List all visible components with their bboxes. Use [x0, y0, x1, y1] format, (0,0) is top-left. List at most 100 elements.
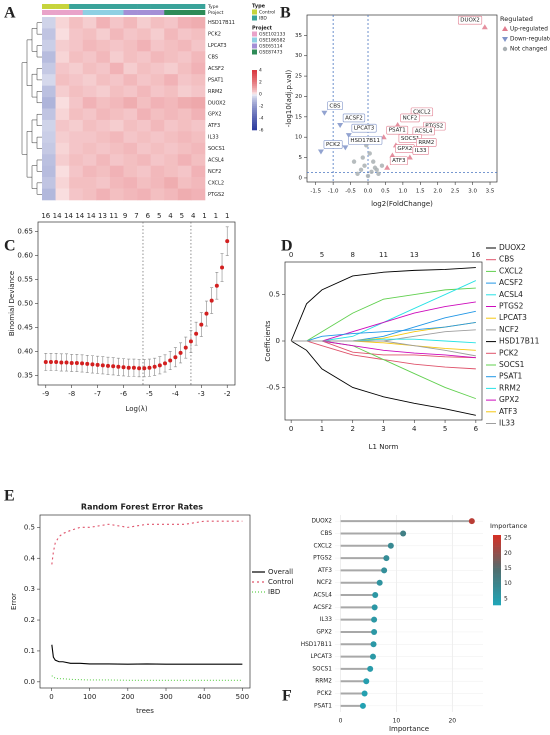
plot-frame: [39, 514, 251, 689]
annotation-label: Project: [208, 10, 224, 16]
x-tick-label: 1.0: [398, 189, 407, 195]
point-label-box: [412, 146, 429, 155]
colorbar-label: -6: [259, 128, 264, 134]
heatmap-cell: [69, 85, 84, 98]
point: [142, 366, 147, 371]
heatmap-cell: [177, 108, 192, 121]
heatmap-cell: [191, 142, 206, 155]
x-axis-title: Log(λ): [125, 405, 147, 413]
point: [188, 339, 193, 344]
row-label: ACSF2: [208, 66, 224, 72]
top-axis-label: 11: [379, 251, 388, 259]
point: [209, 298, 214, 303]
y-tick-label: 0.5: [24, 523, 35, 531]
legend-label: Overall: [268, 568, 293, 576]
point: [342, 145, 349, 151]
point: [111, 364, 116, 369]
heatmap-cell: [137, 165, 151, 178]
point-label: DUOX2: [460, 18, 480, 24]
colorbar-segment: [493, 579, 501, 582]
colorbar-label: 25: [504, 535, 512, 542]
colorbar-segment: [252, 116, 257, 119]
point: [183, 345, 188, 350]
heatmap-cell: [96, 177, 111, 189]
heatmap-cell: [191, 119, 206, 132]
point: [178, 350, 183, 355]
y-tick-label: DUOX2: [311, 519, 332, 525]
heatmap-cell: [164, 154, 179, 166]
heatmap-cell: [191, 74, 206, 86]
point: [54, 359, 59, 364]
colorbar-segment: [493, 535, 501, 538]
x-tick-label: 6: [474, 425, 479, 433]
point-label: PCK2: [326, 142, 340, 148]
y-tick-label: 0.3: [24, 585, 35, 593]
y-axis-title: Coefficients: [264, 320, 272, 362]
row-label: DUOX2: [208, 100, 226, 106]
point-label: NCF2: [403, 115, 418, 121]
top-axis-label: 16: [41, 212, 50, 220]
colorbar-segment: [252, 128, 257, 131]
heatmap-cell: [137, 74, 151, 86]
heatmap-cell: [137, 142, 151, 155]
heatmap-cell: [96, 97, 111, 109]
lollipop-head: [361, 690, 368, 697]
heatmap-cell: [82, 74, 97, 86]
x-tick-label: -9: [42, 390, 49, 398]
heatmap-cell: [123, 17, 138, 29]
heatmap-cell: [42, 97, 56, 109]
heatmap-cell: [69, 177, 84, 189]
point: [194, 331, 199, 336]
heatmap-cell: [123, 188, 138, 201]
heatmap-cell: [69, 39, 84, 52]
y-tick-label: CBS: [320, 531, 332, 537]
colorbar-segment: [493, 539, 501, 543]
point: [90, 362, 95, 367]
coefficient-path: [291, 287, 476, 342]
heatmap-cell: [150, 39, 165, 52]
heatmap-cell: [69, 142, 84, 155]
heatmap-cell: [82, 85, 97, 98]
top-axis-label: 14: [53, 212, 62, 220]
point: [351, 159, 357, 164]
x-tick-label: 0.5: [381, 189, 390, 195]
heatmap-cell: [82, 28, 97, 41]
colorbar-segment: [493, 553, 501, 557]
heatmap-cell: [137, 97, 151, 109]
point-label: SOCS1: [401, 136, 420, 142]
y-tick-label: 10: [295, 135, 302, 141]
heatmap-cell: [55, 74, 70, 86]
x-tick-label: 10: [393, 718, 401, 725]
legend-label: Control: [259, 10, 275, 16]
heatmap-cell: [82, 165, 97, 178]
heatmap-cell: [150, 119, 165, 132]
heatmap-cell: [82, 119, 97, 132]
heatmap-cell: [109, 154, 124, 166]
heatmap-cell: [109, 108, 124, 121]
colorbar-segment: [493, 546, 501, 550]
heatmap-cell: [191, 28, 206, 41]
colorbar-segment: [252, 78, 257, 81]
point: [355, 171, 360, 177]
heatmap-cell: [191, 39, 206, 52]
heatmap-cell: [164, 177, 179, 189]
heatmap-cell: [177, 17, 192, 29]
error-line: [51, 520, 243, 565]
heatmap-cell: [42, 177, 56, 189]
heatmap-cell: [109, 188, 124, 201]
heatmap-cell: [96, 17, 111, 29]
heatmap-cell: [150, 142, 165, 155]
lollipop-head: [383, 555, 390, 562]
heatmap-cell: [191, 165, 206, 178]
heatmap-cell: [164, 62, 179, 75]
point: [137, 366, 142, 371]
heatmap-cell: [164, 142, 179, 155]
heatmap-cell: [82, 154, 97, 166]
y-tick-label: 5: [299, 155, 303, 161]
heatmap-cell: [164, 108, 179, 121]
colorbar-segment: [493, 567, 501, 571]
heatmap-cell: [177, 142, 192, 155]
heatmap-cell: [177, 154, 192, 166]
y-tick-label: PCK2: [317, 691, 332, 697]
coefficient-path: [291, 340, 476, 357]
